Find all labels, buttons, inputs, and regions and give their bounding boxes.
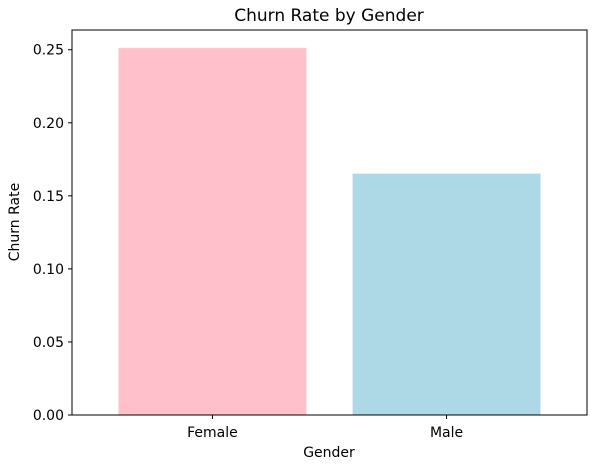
y-tick-label: 0.15: [33, 189, 64, 205]
y-tick-label: 0.10: [33, 262, 64, 278]
y-tick-label: 0.25: [33, 43, 64, 59]
y-tick-label: 0.05: [33, 335, 64, 351]
x-axis-title: Gender: [303, 445, 355, 461]
x-tick-label: Female: [187, 425, 238, 441]
bar-male: [352, 173, 541, 416]
x-axis-ticks: Female Male: [187, 415, 463, 441]
y-tick-label: 0.00: [33, 408, 64, 424]
chart-title: Churn Rate by Gender: [234, 6, 424, 26]
y-axis-ticks: 0.00 0.05 0.10 0.15 0.20 0.25: [33, 43, 72, 424]
x-tick-label: Male: [430, 425, 463, 441]
y-tick-label: 0.20: [33, 116, 64, 132]
bar-group: [118, 47, 541, 416]
y-axis-title: Churn Rate: [7, 183, 23, 261]
bar-female: [118, 47, 307, 416]
plot-area-frame: [71, 29, 588, 416]
